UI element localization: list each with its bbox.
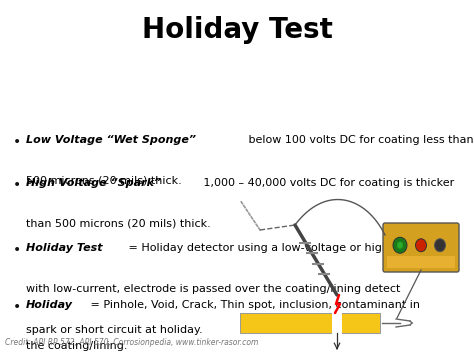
Text: •: • [13,300,21,314]
Text: Holiday Test: Holiday Test [142,16,332,44]
Text: spark or short circuit at holiday.: spark or short circuit at holiday. [26,325,203,335]
Text: = Holiday detector using a low-voltage or high-voltage,: = Holiday detector using a low-voltage o… [125,243,438,253]
Text: than 500 microns (20 mils) thick.: than 500 microns (20 mils) thick. [26,218,211,228]
Bar [387,256,455,268]
Text: Credit: API RP 572, API 570, Corrosionpedia, www.tinker-rasor.com: Credit: API RP 572, API 570, Corrosionpe… [5,338,258,347]
Ellipse shape [416,239,427,252]
Text: •: • [13,243,21,257]
Text: Holiday: Holiday [26,300,73,310]
Text: High Voltage “Spark”: High Voltage “Spark” [26,178,161,187]
Text: with low-current, electrode is passed over the coating/lining detect: with low-current, electrode is passed ov… [26,284,401,294]
Text: the coating/lining.: the coating/lining. [26,341,128,351]
Ellipse shape [435,239,446,252]
Bar [332,312,342,334]
Text: 500 microns (20 mils) thick.: 500 microns (20 mils) thick. [26,176,182,186]
Text: Low Voltage “Wet Sponge”: Low Voltage “Wet Sponge” [26,135,196,145]
Bar [240,313,380,333]
Text: below 100 volts DC for coating less than: below 100 volts DC for coating less than [246,135,474,145]
Text: •: • [13,178,21,191]
Text: Holiday Test: Holiday Test [26,243,103,253]
Text: •: • [13,135,21,149]
Ellipse shape [393,237,407,253]
FancyBboxPatch shape [383,223,459,272]
Ellipse shape [397,242,403,249]
Text: 1,000 – 40,000 volts DC for coating is thicker: 1,000 – 40,000 volts DC for coating is t… [201,178,455,187]
Text: = Pinhole, Void, Crack, Thin spot, inclusion, contaminant in: = Pinhole, Void, Crack, Thin spot, inclu… [87,300,419,310]
